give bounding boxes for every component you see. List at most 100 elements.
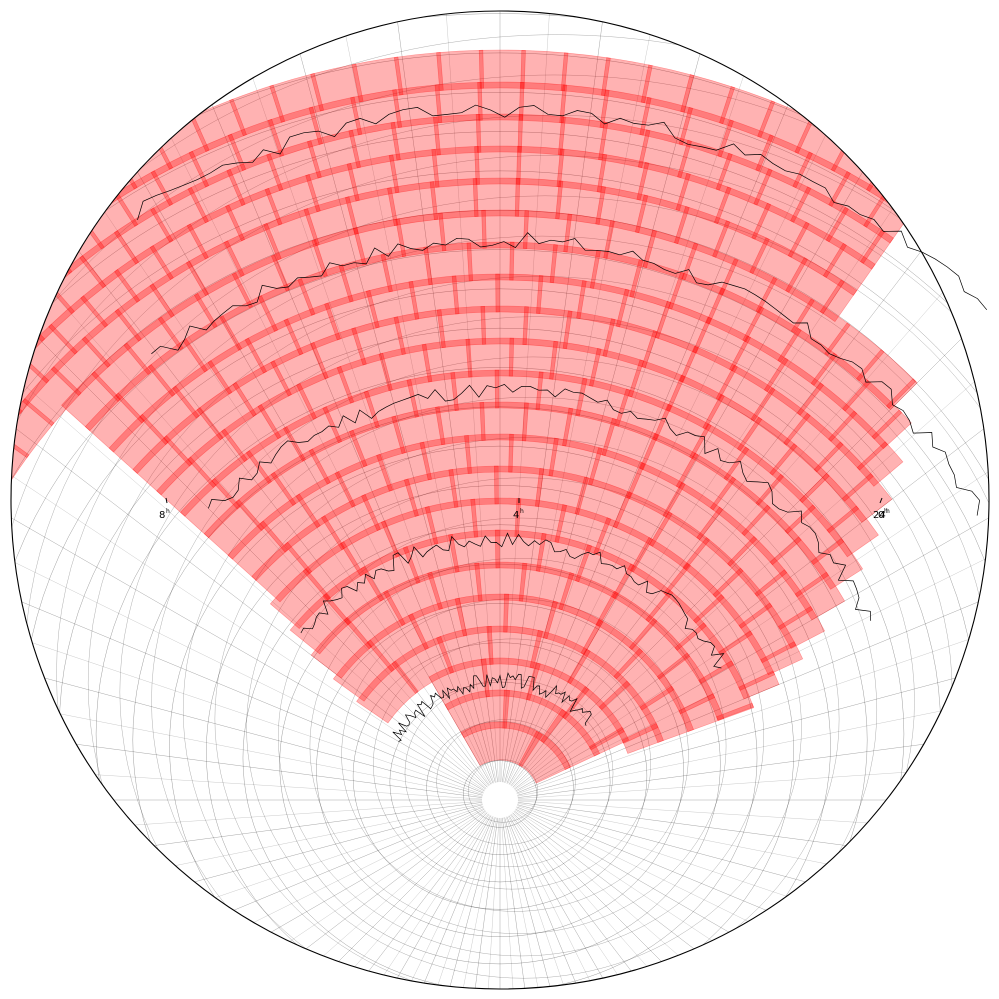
ra-grid-line: [513, 811, 989, 989]
footprint-tile: [783, 412, 844, 473]
footprint-tile: [494, 369, 544, 411]
footprint-tile: [310, 327, 367, 380]
footprint-tile: [348, 121, 401, 169]
ra-grid-line: [46, 11, 495, 784]
footprint-tile: [715, 364, 776, 422]
footprint-tile: [244, 318, 304, 374]
footprint-tile: [282, 406, 343, 462]
footprint-tile: [296, 365, 355, 420]
footprint-tile: [391, 406, 446, 454]
footprint-tile: [390, 116, 441, 161]
footprint-tile: [514, 177, 564, 220]
footprint-tile: [790, 186, 849, 243]
footprint-tile: [719, 258, 778, 313]
footprint-tile: [11, 269, 42, 330]
ra-grid-line: [223, 11, 497, 783]
footprint-tile: [436, 305, 487, 349]
footprint-tile: [464, 433, 514, 474]
footprint-tile: [219, 295, 279, 351]
footprint-tile: [828, 410, 889, 471]
footprint-tile: [580, 619, 644, 680]
footprint-tile: [562, 686, 625, 751]
footprint-tile: [289, 593, 351, 655]
footprint-tile: [450, 369, 500, 411]
footprint-tile: [666, 374, 725, 430]
footprint-tile: [794, 571, 846, 621]
footprint-tile: [480, 305, 529, 346]
ra-grid-line: [11, 11, 488, 788]
footprint-tile: [283, 302, 341, 356]
footprint-tile: [596, 153, 650, 201]
footprint-tile: [435, 402, 486, 446]
footprint-tile: [856, 349, 917, 409]
footprint-tile: [472, 177, 521, 217]
footprint-tile: [306, 129, 361, 179]
footprint-tile: [172, 360, 233, 419]
footprint-tile: [474, 561, 528, 602]
footprint-tile: [640, 64, 695, 113]
footprint-tile: [741, 504, 802, 566]
footprint-tile: [535, 371, 588, 417]
footprint-tile: [91, 342, 152, 403]
footprint-tile: [419, 435, 472, 481]
footprint-tile: [777, 605, 826, 649]
ra-grid-line: [11, 11, 492, 785]
footprint-tile: [349, 415, 406, 468]
footprint-tile: [356, 660, 419, 724]
footprint-tile: [641, 330, 699, 383]
footprint-tile: [652, 403, 712, 459]
footprint-tile: [693, 594, 753, 656]
footprint-tile: [235, 471, 297, 532]
ra-grid-line: [502, 11, 683, 783]
footprint-tile: [769, 443, 830, 504]
svg-text:h: h: [520, 508, 524, 515]
footprint-tile: [813, 441, 874, 502]
footprint-tile: [656, 652, 716, 715]
footprint-tile: [654, 300, 712, 354]
svg-text:h: h: [884, 508, 888, 515]
footprint-tile: [900, 179, 931, 218]
footprint-tile: [753, 168, 812, 223]
footprint-tile: [444, 689, 510, 739]
footprint-tile: [84, 392, 145, 453]
footprint-tile: [149, 260, 209, 318]
footprint-tile: [562, 407, 617, 457]
footprint-tile: [466, 241, 515, 282]
ra-grid-line: [11, 711, 483, 800]
footprint-tile: [232, 360, 292, 417]
footprint-tile: [549, 244, 601, 289]
footprint-tile: [448, 529, 500, 573]
footprint-tile: [257, 383, 317, 440]
footprint-tile: [339, 520, 400, 577]
footprint-tile: [675, 172, 732, 225]
footprint-tile: [392, 84, 443, 128]
footprint-tile: [755, 134, 813, 189]
ra-grid-line: [11, 353, 483, 795]
ra-grid-line: [11, 808, 485, 989]
footprint-tile: [763, 357, 824, 416]
footprint-tile: [727, 535, 788, 597]
footprint-tile: [225, 187, 283, 242]
ra-grid-line: [11, 264, 484, 794]
footprint-tile: [639, 96, 694, 146]
footprint-tile: [267, 106, 323, 157]
footprint-tile: [712, 567, 773, 629]
footprint-tile: [792, 151, 851, 207]
footprint-tile: [698, 660, 754, 721]
footprint-tile: [556, 148, 608, 193]
ra-grid-line: [11, 816, 493, 989]
footprint-tile: [871, 409, 912, 450]
ra-grid-line: [515, 177, 989, 792]
footprint-tile: [729, 335, 789, 393]
footprint-tile: [760, 641, 804, 676]
footprint-tile: [115, 364, 176, 424]
ra-grid-line: [11, 11, 494, 784]
footprint-tile: [123, 316, 184, 376]
footprint-tile: [365, 280, 420, 329]
footprint-tile: [378, 343, 433, 392]
footprint-tile: [0, 468, 6, 526]
footprint-tile: [626, 461, 686, 518]
footprint-tile: [79, 230, 140, 289]
footprint-tile: [108, 413, 169, 474]
ra-grid-line: [11, 183, 484, 793]
